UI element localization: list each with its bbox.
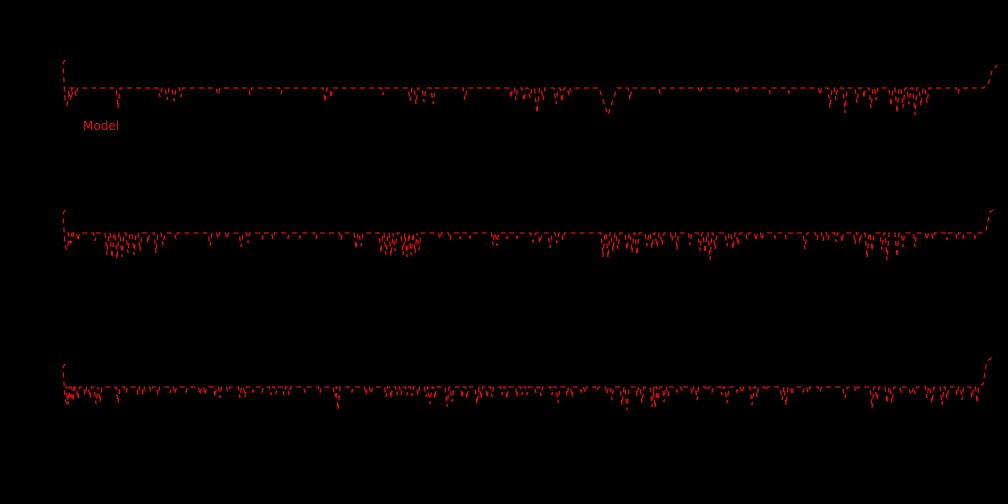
model-spectrum-order-bottom bbox=[62, 355, 993, 411]
model-legend-label: Model bbox=[83, 119, 120, 133]
model-spectrum-order-middle bbox=[62, 206, 996, 261]
model-spectrum-order-top bbox=[62, 59, 998, 118]
